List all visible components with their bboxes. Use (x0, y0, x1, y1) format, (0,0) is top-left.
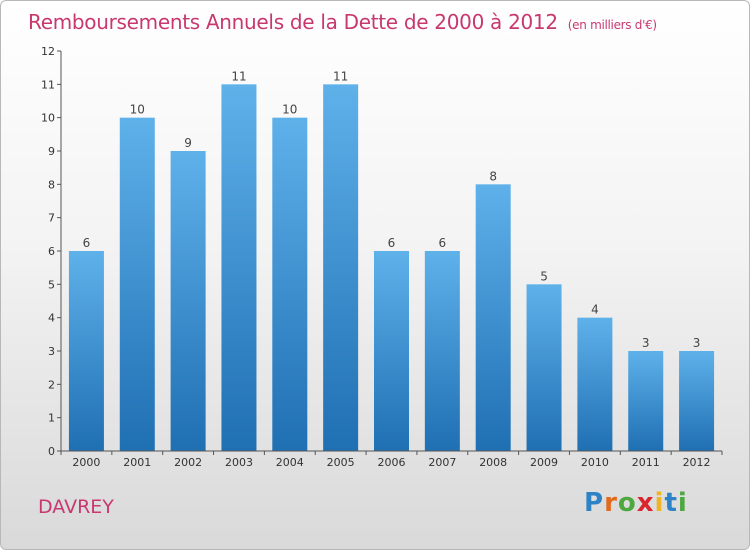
bar (526, 284, 562, 451)
logo-letter: x (636, 488, 655, 518)
y-tick-label: 8 (48, 178, 55, 191)
y-tick-label: 5 (48, 278, 55, 291)
x-tick-label: 2011 (632, 456, 660, 469)
x-tick-label: 2005 (327, 456, 355, 469)
y-tick-label: 4 (48, 312, 55, 325)
bar-value-label: 11 (333, 69, 348, 83)
x-tick-label: 2008 (479, 456, 507, 469)
bar (221, 84, 257, 451)
bar-value-label: 5 (540, 269, 548, 283)
bar-value-label: 10 (130, 103, 145, 117)
bar (577, 317, 613, 451)
x-tick-label: 2003 (225, 456, 253, 469)
axes-group: 2000 2001 2002 2003 2004 2005 2006 2007 2008 2009… (41, 45, 723, 469)
y-tick-label: 1 (48, 412, 55, 425)
title-text: Remboursements Annuels de la Dette de 20… (28, 10, 558, 34)
bar-value-label: 3 (642, 336, 650, 350)
x-tick-label: 2007 (428, 456, 456, 469)
bar (679, 351, 715, 451)
x-tick-label: 2004 (276, 456, 304, 469)
bar-value-label: 10 (282, 103, 297, 117)
bar-value-label: 8 (489, 169, 497, 183)
bar (170, 151, 206, 451)
y-tick-label: 3 (48, 345, 55, 358)
y-tick-label: 11 (41, 78, 55, 91)
logo-letter: o (617, 488, 637, 518)
bar-value-label: 4 (591, 303, 599, 317)
bar-value-label: 11 (231, 69, 246, 83)
x-tick-label: 2010 (581, 456, 609, 469)
y-tick-label: 10 (41, 112, 55, 125)
x-tick-label: 2001 (123, 456, 151, 469)
bar (119, 117, 155, 452)
bar (272, 117, 308, 452)
y-tick-label: 6 (48, 245, 55, 258)
x-tick-label: 2000 (72, 456, 100, 469)
x-tick-label: 2009 (530, 456, 558, 469)
bar-value-label: 9 (184, 136, 192, 150)
bars-group: 6 10 9 11 10 11 6 6 8 5 4 3 3 (68, 69, 715, 452)
logo-letter: t (664, 488, 678, 518)
y-tick-label: 2 (48, 378, 55, 391)
y-tick-label: 7 (48, 212, 55, 225)
y-tick-label: 0 (48, 445, 55, 458)
logo-letter: r (604, 488, 618, 518)
title-unit: (en milliers d'€) (567, 18, 657, 32)
bar-value-label: 6 (83, 236, 91, 250)
y-tick-label: 12 (41, 45, 55, 58)
logo-letter: i (654, 488, 665, 518)
x-tick-label: 2002 (174, 456, 202, 469)
logo-letter: i (677, 488, 688, 518)
x-tick-label: 2006 (378, 456, 406, 469)
bar-value-label: 6 (439, 236, 447, 250)
bar-value-label: 6 (388, 236, 396, 250)
y-tick-label: 9 (48, 145, 55, 158)
chart-title: Remboursements Annuels de la Dette de 20… (28, 10, 657, 34)
bar (323, 84, 359, 451)
bar (475, 184, 511, 452)
bar (374, 251, 409, 451)
bar (68, 251, 104, 451)
proxiti-logo[interactable]: Proxiti (584, 488, 688, 518)
logo-letter: P (584, 488, 605, 518)
bar-value-label: 3 (693, 336, 701, 350)
bar (628, 351, 664, 451)
x-tick-label: 2012 (683, 456, 711, 469)
bar (424, 251, 460, 451)
town-name: DAVREY (38, 496, 114, 518)
